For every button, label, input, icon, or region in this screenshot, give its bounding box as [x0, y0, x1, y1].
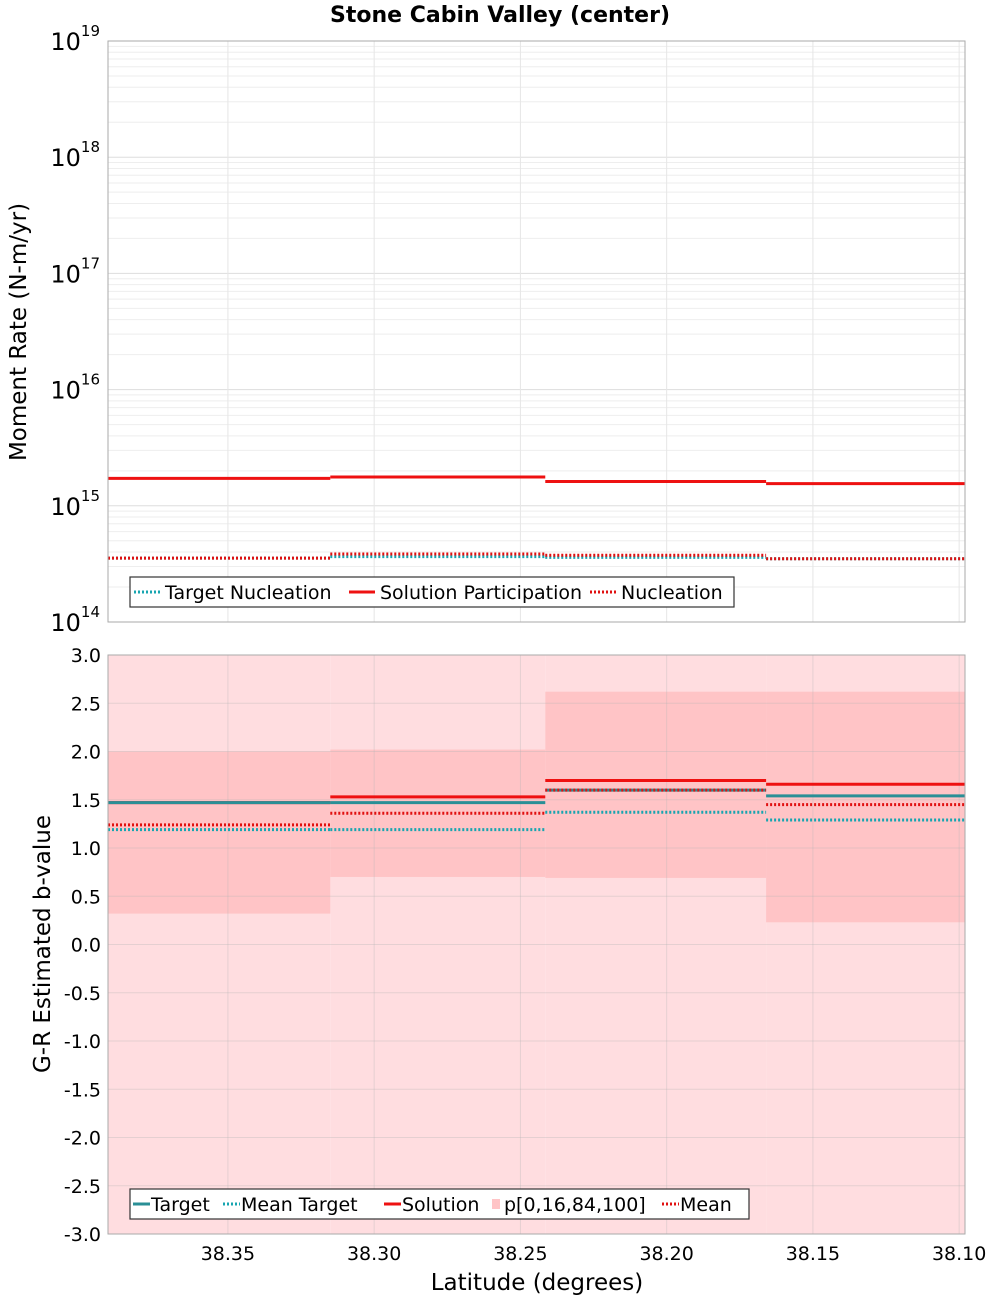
plot-layer: 1014 1015 1016 1017 1018 1019 Target Nucleatio…: [50, 22, 986, 1265]
legend-label: Mean: [680, 1194, 732, 1216]
bottom-y-tick-label: -1.5: [64, 1079, 101, 1101]
bottom-y-tick-label: -2.0: [64, 1128, 101, 1150]
legend-label: Nucleation: [621, 582, 723, 604]
bottom-y-axis-label: G-R Estimated b-value: [30, 815, 56, 1073]
bottom-y-tick-label: 2.0: [71, 742, 101, 764]
legend-label: Target: [150, 1194, 210, 1216]
bottom-y-tick-label: 3.0: [71, 645, 101, 667]
band-p16-84: [766, 691, 965, 923]
chart-title: Stone Cabin Valley (center): [330, 3, 670, 28]
legend-label: p[0,16,84,100]: [504, 1194, 646, 1216]
legend-label: Solution: [402, 1194, 479, 1216]
band-p16-84: [108, 751, 331, 914]
x-tick-label: 38.35: [201, 1243, 255, 1265]
legend-label: Target Nucleation: [164, 582, 332, 604]
bottom-y-tick-label: 0.5: [71, 886, 101, 908]
legend-swatch: [492, 1199, 500, 1209]
top-legend-box: [129, 576, 735, 608]
x-tick-label: 38.25: [493, 1243, 547, 1265]
top-y-tick-label: 1015: [50, 487, 100, 521]
band-p16-84: [545, 691, 767, 878]
top-y-axis-label: Moment Rate (N-m/yr): [6, 203, 32, 461]
band-p16-84: [330, 749, 546, 877]
bottom-y-tick-label: 1.5: [71, 790, 101, 812]
x-tick-label: 38.15: [786, 1243, 840, 1265]
bottom-y-tick-label: 0.0: [71, 935, 101, 957]
bottom-y-tick-label: -2.5: [64, 1176, 101, 1198]
x-tick-label: 38.10: [932, 1243, 986, 1265]
bottom-plot-frame: [107, 654, 966, 1235]
top-y-tick-label: 1016: [50, 371, 100, 405]
bottom-y-tick-label: 2.5: [71, 693, 101, 715]
top-plot-background: [108, 41, 965, 622]
bottom-y-tick-label: -1.0: [64, 1031, 101, 1053]
top-plot-frame: [107, 40, 966, 623]
x-tick-label: 38.30: [347, 1243, 401, 1265]
top-y-tick-label: 1018: [50, 138, 100, 172]
bottom-y-tick-label: -0.5: [64, 983, 101, 1005]
top-y-tick-label: 1019: [50, 22, 100, 56]
x-tick-label: 38.20: [639, 1243, 693, 1265]
legend-label: Solution Participation: [380, 582, 582, 604]
top-y-tick-label: 1017: [50, 254, 100, 288]
bottom-y-tick-label: -3.0: [64, 1224, 101, 1246]
bottom-y-tick-label: 1.0: [71, 838, 101, 860]
top-y-tick-label: 1014: [50, 603, 100, 637]
x-axis-label: Latitude (degrees): [431, 1270, 644, 1296]
bottom-legend-box: [129, 1188, 750, 1220]
legend-label: Mean Target: [241, 1194, 358, 1216]
